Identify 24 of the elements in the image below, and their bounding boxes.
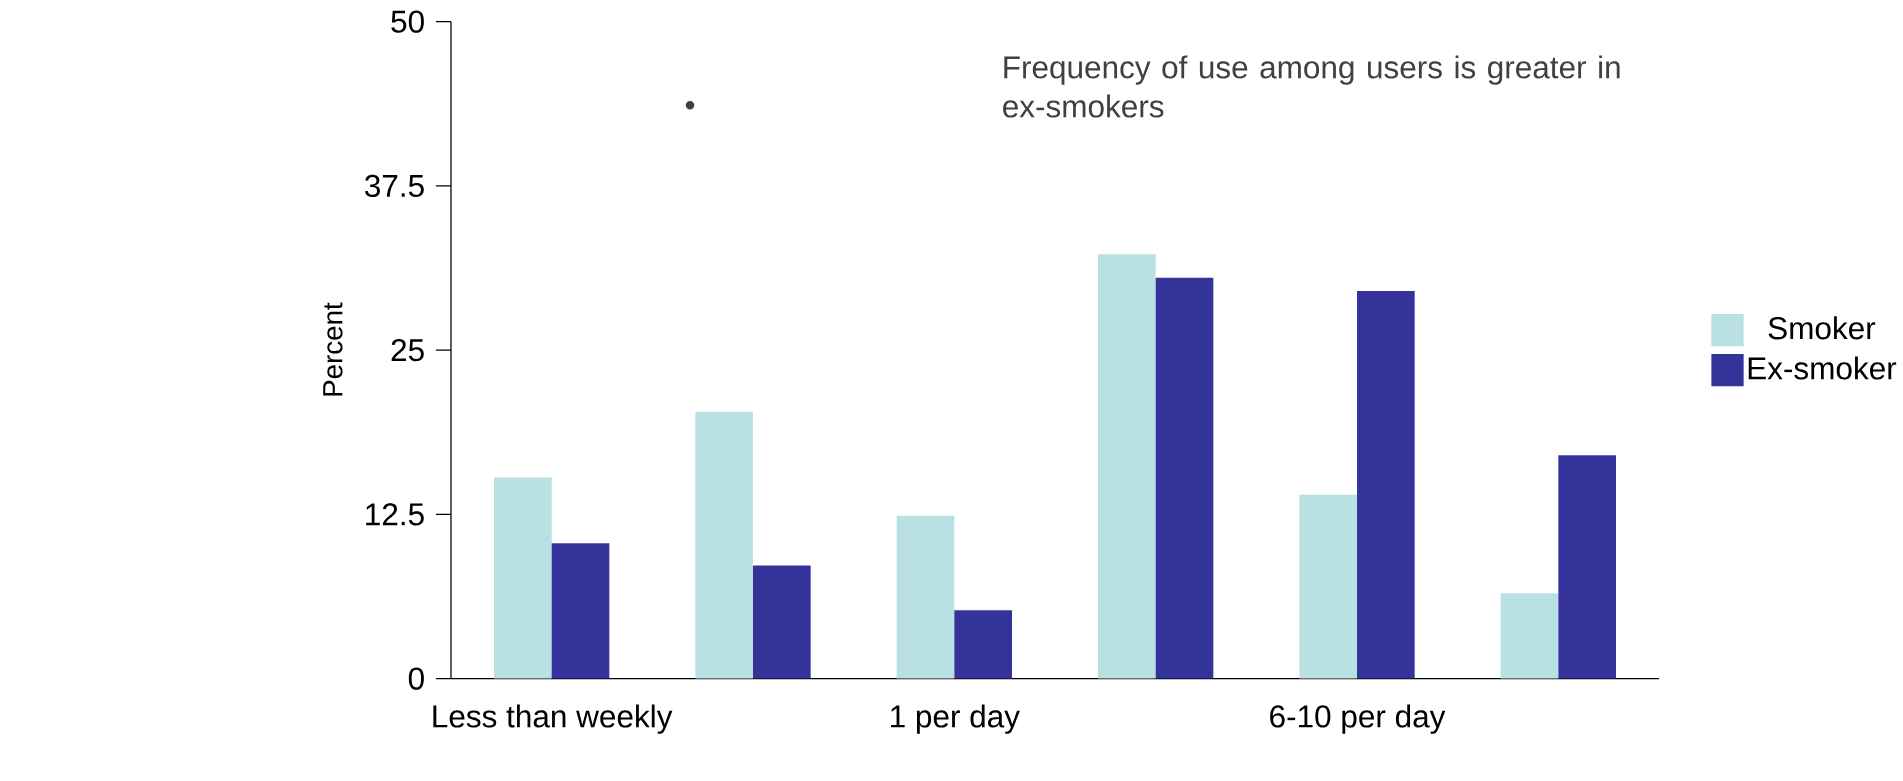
y-axis-title: Percent: [323, 302, 343, 396]
bar: [954, 610, 1012, 679]
legend-label: Smoker: [1768, 316, 1876, 340]
bar: [1558, 455, 1617, 679]
x-tick-label: Less than weekly: [433, 704, 673, 734]
y-tick-label: 0: [408, 667, 424, 690]
x-tick-label: 6-10 per day: [1270, 704, 1446, 734]
y-tick-label: 50: [391, 10, 424, 33]
x-tick-label: 1 per day: [891, 704, 1020, 734]
bar: [494, 477, 552, 679]
bar: [695, 411, 753, 679]
bar: [1098, 254, 1156, 679]
y-tick-label: 12.5: [366, 503, 424, 526]
bar: [1155, 277, 1214, 679]
bar: [1299, 494, 1358, 679]
y-tick-label: 37.5: [365, 174, 424, 198]
bar: [753, 565, 811, 679]
legend-label: Ex-smoker: [1748, 356, 1897, 380]
bar: [1500, 593, 1559, 679]
bar: [551, 543, 610, 679]
bar: [896, 515, 955, 679]
bar: [1357, 290, 1415, 679]
y-tick-label: 25: [391, 338, 424, 362]
annotation: Frequency of use among users is greater in ex-smokers: [1003, 55, 1620, 118]
